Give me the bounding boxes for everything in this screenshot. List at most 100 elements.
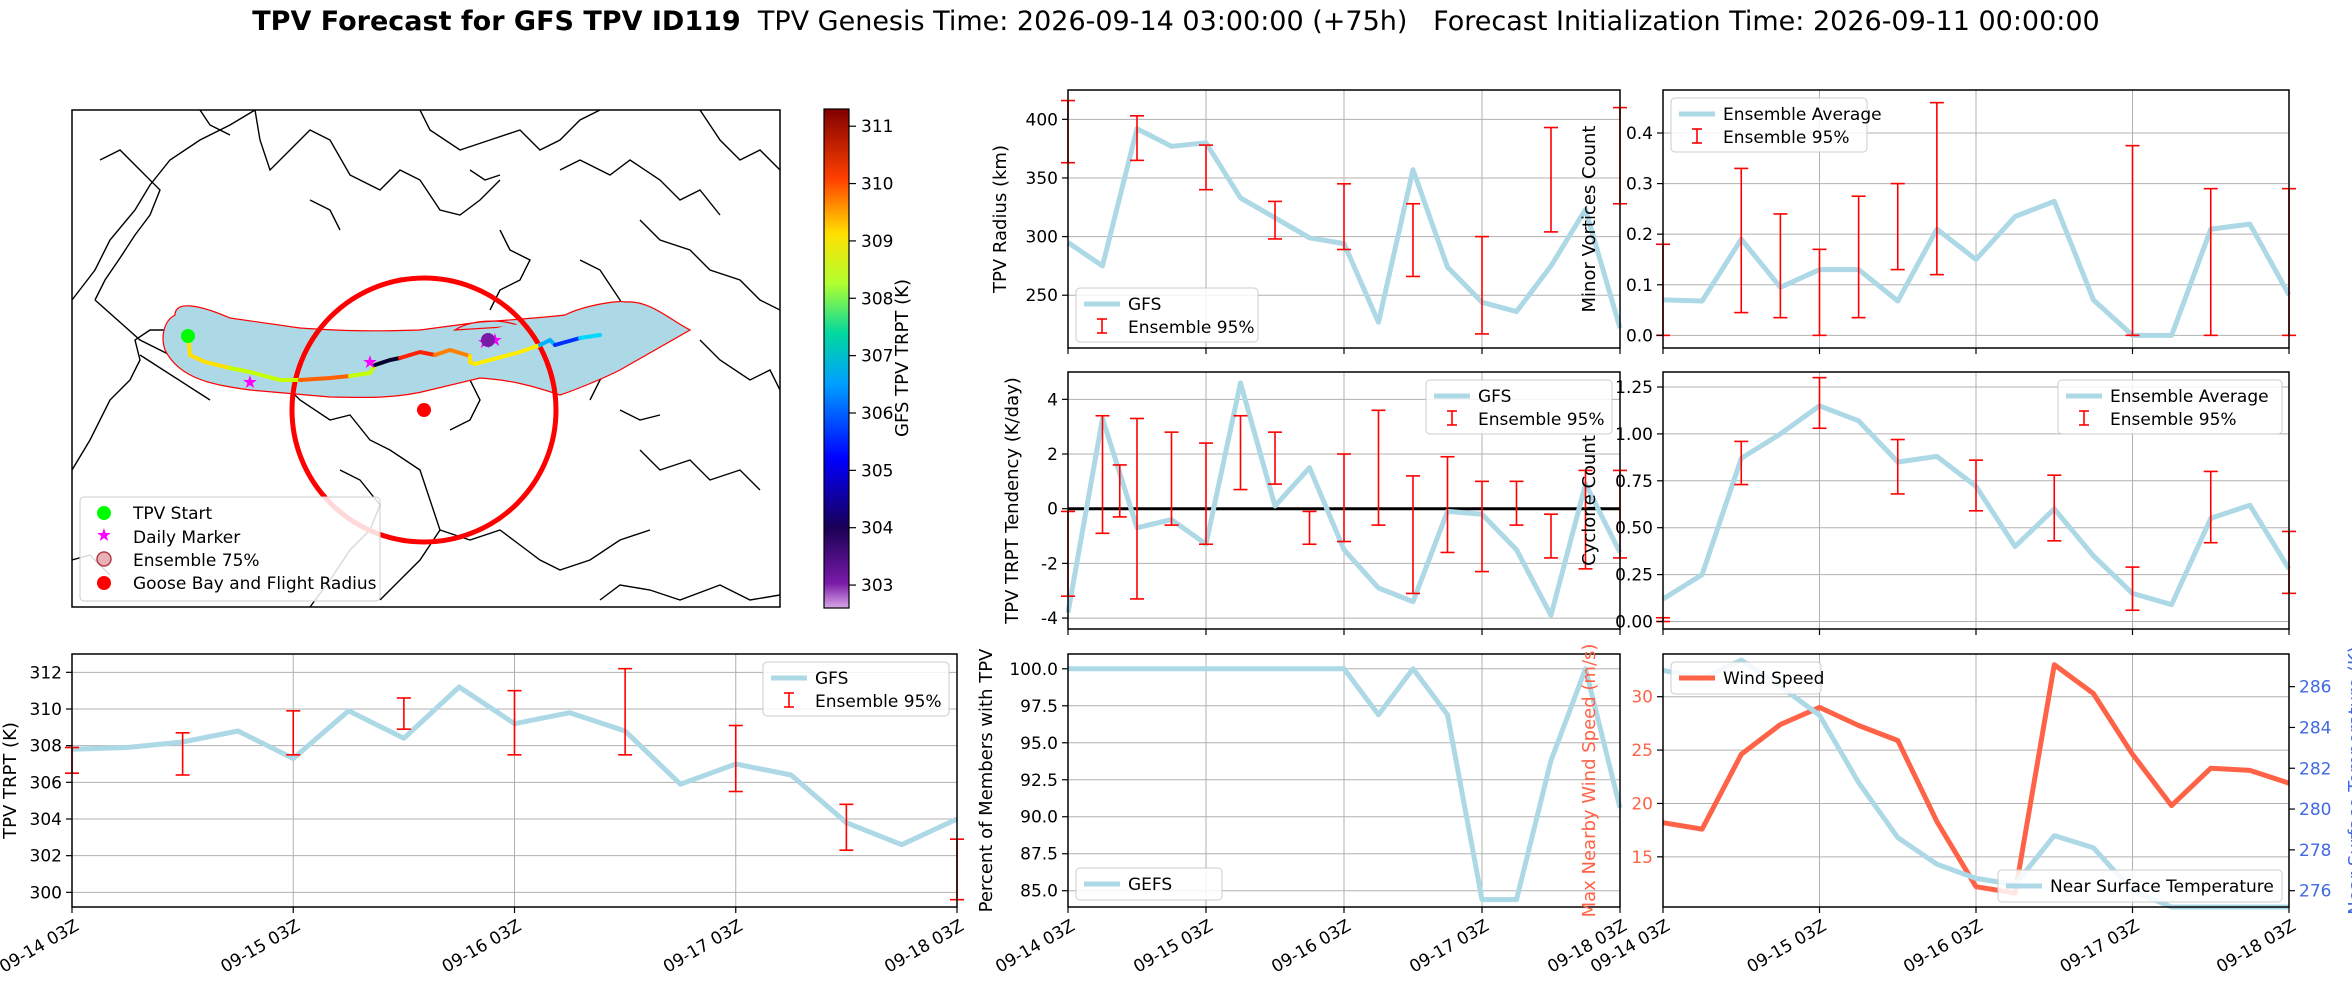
y-tick-label: -2 <box>1041 554 1058 574</box>
series-line-0 <box>1662 662 2290 896</box>
chart-percent: 85.0 87.5 90.0 92.5 95.0 97.5 100.0 09-14 03Z 09… <box>976 648 1631 977</box>
y2-tick-label: 276 <box>2299 882 2331 902</box>
map-legend: ★ TPV Start Daily Marker Ensemble 75% Go… <box>79 496 381 602</box>
y-tick-label: 304 <box>30 810 62 830</box>
ensemble-error-bar <box>507 689 522 756</box>
y-tick-label: 0 <box>1047 500 1058 520</box>
series-line-0 <box>1068 666 1623 903</box>
ensemble-error-bar <box>1406 202 1420 278</box>
legend: GFS Ensemble 95% <box>1425 379 1613 435</box>
map-frame <box>71 109 781 608</box>
legend-marker-daily: ★ <box>96 525 112 546</box>
x-tick-label: 09-16 03Z <box>1900 916 1986 977</box>
x-tick-label: 09-15 03Z <box>1130 916 1216 977</box>
ensemble-error-bar <box>1929 101 1944 276</box>
colorbar-tick-label: 311 <box>861 117 893 137</box>
y-tick-label: 92.5 <box>1020 771 1058 791</box>
y-tick-label: 310 <box>30 700 62 720</box>
legend-label: GFS <box>1128 295 1161 315</box>
y-tick-label: 30 <box>1631 688 1653 708</box>
legend-errorbar-swatch <box>2079 410 2089 426</box>
colorbar-tick-label: 304 <box>861 519 893 539</box>
y-tick-label: 0.75 <box>1615 472 1653 492</box>
x-tick-label: 09-14 03Z <box>992 916 1078 977</box>
x-tick-label: 09-16 03Z <box>439 916 525 977</box>
colorbar-tick-label: 307 <box>861 347 893 367</box>
x-tick-label: 09-18 03Z <box>2213 916 2299 977</box>
legend: Wind Speed <box>1670 661 1824 695</box>
y2-axis-label: Near Surface Temperature (K) <box>2345 646 2352 915</box>
ensemble-error-bar <box>1440 455 1455 554</box>
legend: GFS Ensemble 95% <box>762 661 950 717</box>
legend-marker-goose-bay <box>97 576 111 590</box>
chart-radius: 250 300 350 400 TPV Radius (km) GFS Ensemble 9… <box>990 89 1627 354</box>
legend: Ensemble Average Ensemble 95% <box>2057 379 2283 435</box>
legend-label: GFS <box>815 669 848 689</box>
y-tick-label: 308 <box>30 737 62 757</box>
y-tick-label: 306 <box>30 773 62 793</box>
ensemble-error-bar <box>1302 510 1317 546</box>
legend-tpv-start: TPV Start <box>132 504 213 524</box>
track-end-marker <box>481 333 495 347</box>
ensemble-error-bar <box>1544 513 1558 559</box>
ensemble-error-bar <box>1890 438 1905 495</box>
ensemble-error-bar <box>1812 248 1827 337</box>
x-tick-label: 09-17 03Z <box>660 916 746 977</box>
title-bold: TPV Forecast for GFS TPV ID119 <box>252 6 741 37</box>
ensemble-error-bar <box>1509 480 1524 526</box>
y-tick-label: 302 <box>30 847 62 867</box>
y-tick-label: 1.25 <box>1615 378 1653 398</box>
daily-marker: ★ <box>242 372 258 393</box>
ensemble-error-bar <box>1544 126 1558 233</box>
x-tick-label: 09-17 03Z <box>2057 916 2143 977</box>
x-tick-label: 09-16 03Z <box>1268 916 1354 977</box>
y-tick-label: 0.4 <box>1626 124 1653 144</box>
y-axis-label: Cyclone Count <box>1579 435 1600 566</box>
ensemble-error-bar <box>286 710 301 756</box>
ensemble-error-bar <box>2203 470 2218 544</box>
y-tick-label: 4 <box>1047 390 1058 410</box>
goose-bay-marker <box>417 403 431 417</box>
legend-label: Ensemble 95% <box>1723 128 1850 148</box>
legend: Near Surface Temperature <box>1997 869 2283 903</box>
y-tick-label: 350 <box>1026 169 1058 189</box>
legend: Ensemble Average Ensemble 95% <box>1670 97 1882 153</box>
y-tick-label: 0.00 <box>1615 612 1653 632</box>
y-axis-label: TPV Radius (km) <box>990 145 1011 294</box>
colorbar-tick-label: 306 <box>861 404 893 424</box>
ensemble-error-bar <box>1130 115 1144 162</box>
ensemble-error-bar <box>1851 195 1866 319</box>
y-tick-label: 300 <box>30 883 62 903</box>
y-tick-label: 87.5 <box>1020 845 1058 865</box>
ensemble-error-bar <box>396 697 411 730</box>
x-tick-label: 09-17 03Z <box>1406 916 1492 977</box>
legend-label: GFS <box>1478 387 1511 407</box>
ensemble-error-bar <box>1268 200 1282 240</box>
figure-title: TPV Forecast for GFS TPV ID119 TPV Genes… <box>0 6 2352 37</box>
y2-tick-label: 282 <box>2299 759 2331 779</box>
legend-label: Ensemble 95% <box>2110 410 2237 430</box>
ensemble-error-bar <box>1164 431 1179 526</box>
ensemble-error-bar <box>1475 480 1489 573</box>
legend-errorbar-swatch <box>1447 410 1457 426</box>
y-tick-label: 1.00 <box>1615 425 1653 445</box>
x-tick-label: 09-14 03Z <box>0 916 83 977</box>
y2-tick-label: 280 <box>2299 800 2331 820</box>
ensemble-error-bar <box>1199 144 1213 191</box>
ensemble-error-bar <box>1773 213 1788 319</box>
ensemble-error-bar <box>1734 167 1749 314</box>
legend-ensemble-75: Ensemble 75% <box>133 551 260 571</box>
legend-marker-tpv-start <box>97 506 111 520</box>
colorbar-tick-label: 308 <box>861 289 893 309</box>
y-tick-label: 0.3 <box>1626 175 1653 195</box>
chart-trpt: 300 302 304 306 308 310 312 09-14 03Z 09-15 03Z 0… <box>0 653 968 977</box>
ensemble-error-bar <box>175 732 190 776</box>
ensemble-error-bar <box>1337 183 1351 251</box>
colorbar <box>823 108 850 609</box>
legend-label: Ensemble Average <box>1723 105 1882 125</box>
tpv-track <box>186 333 602 382</box>
y-axis-label: TPV TRPT Tendency (K/day) <box>1002 377 1023 625</box>
chart-wind: 15 20 25 30 276 278 280 282 284 286 Near Surface T… <box>1579 644 2352 978</box>
y2-tick-label: 278 <box>2299 841 2331 861</box>
